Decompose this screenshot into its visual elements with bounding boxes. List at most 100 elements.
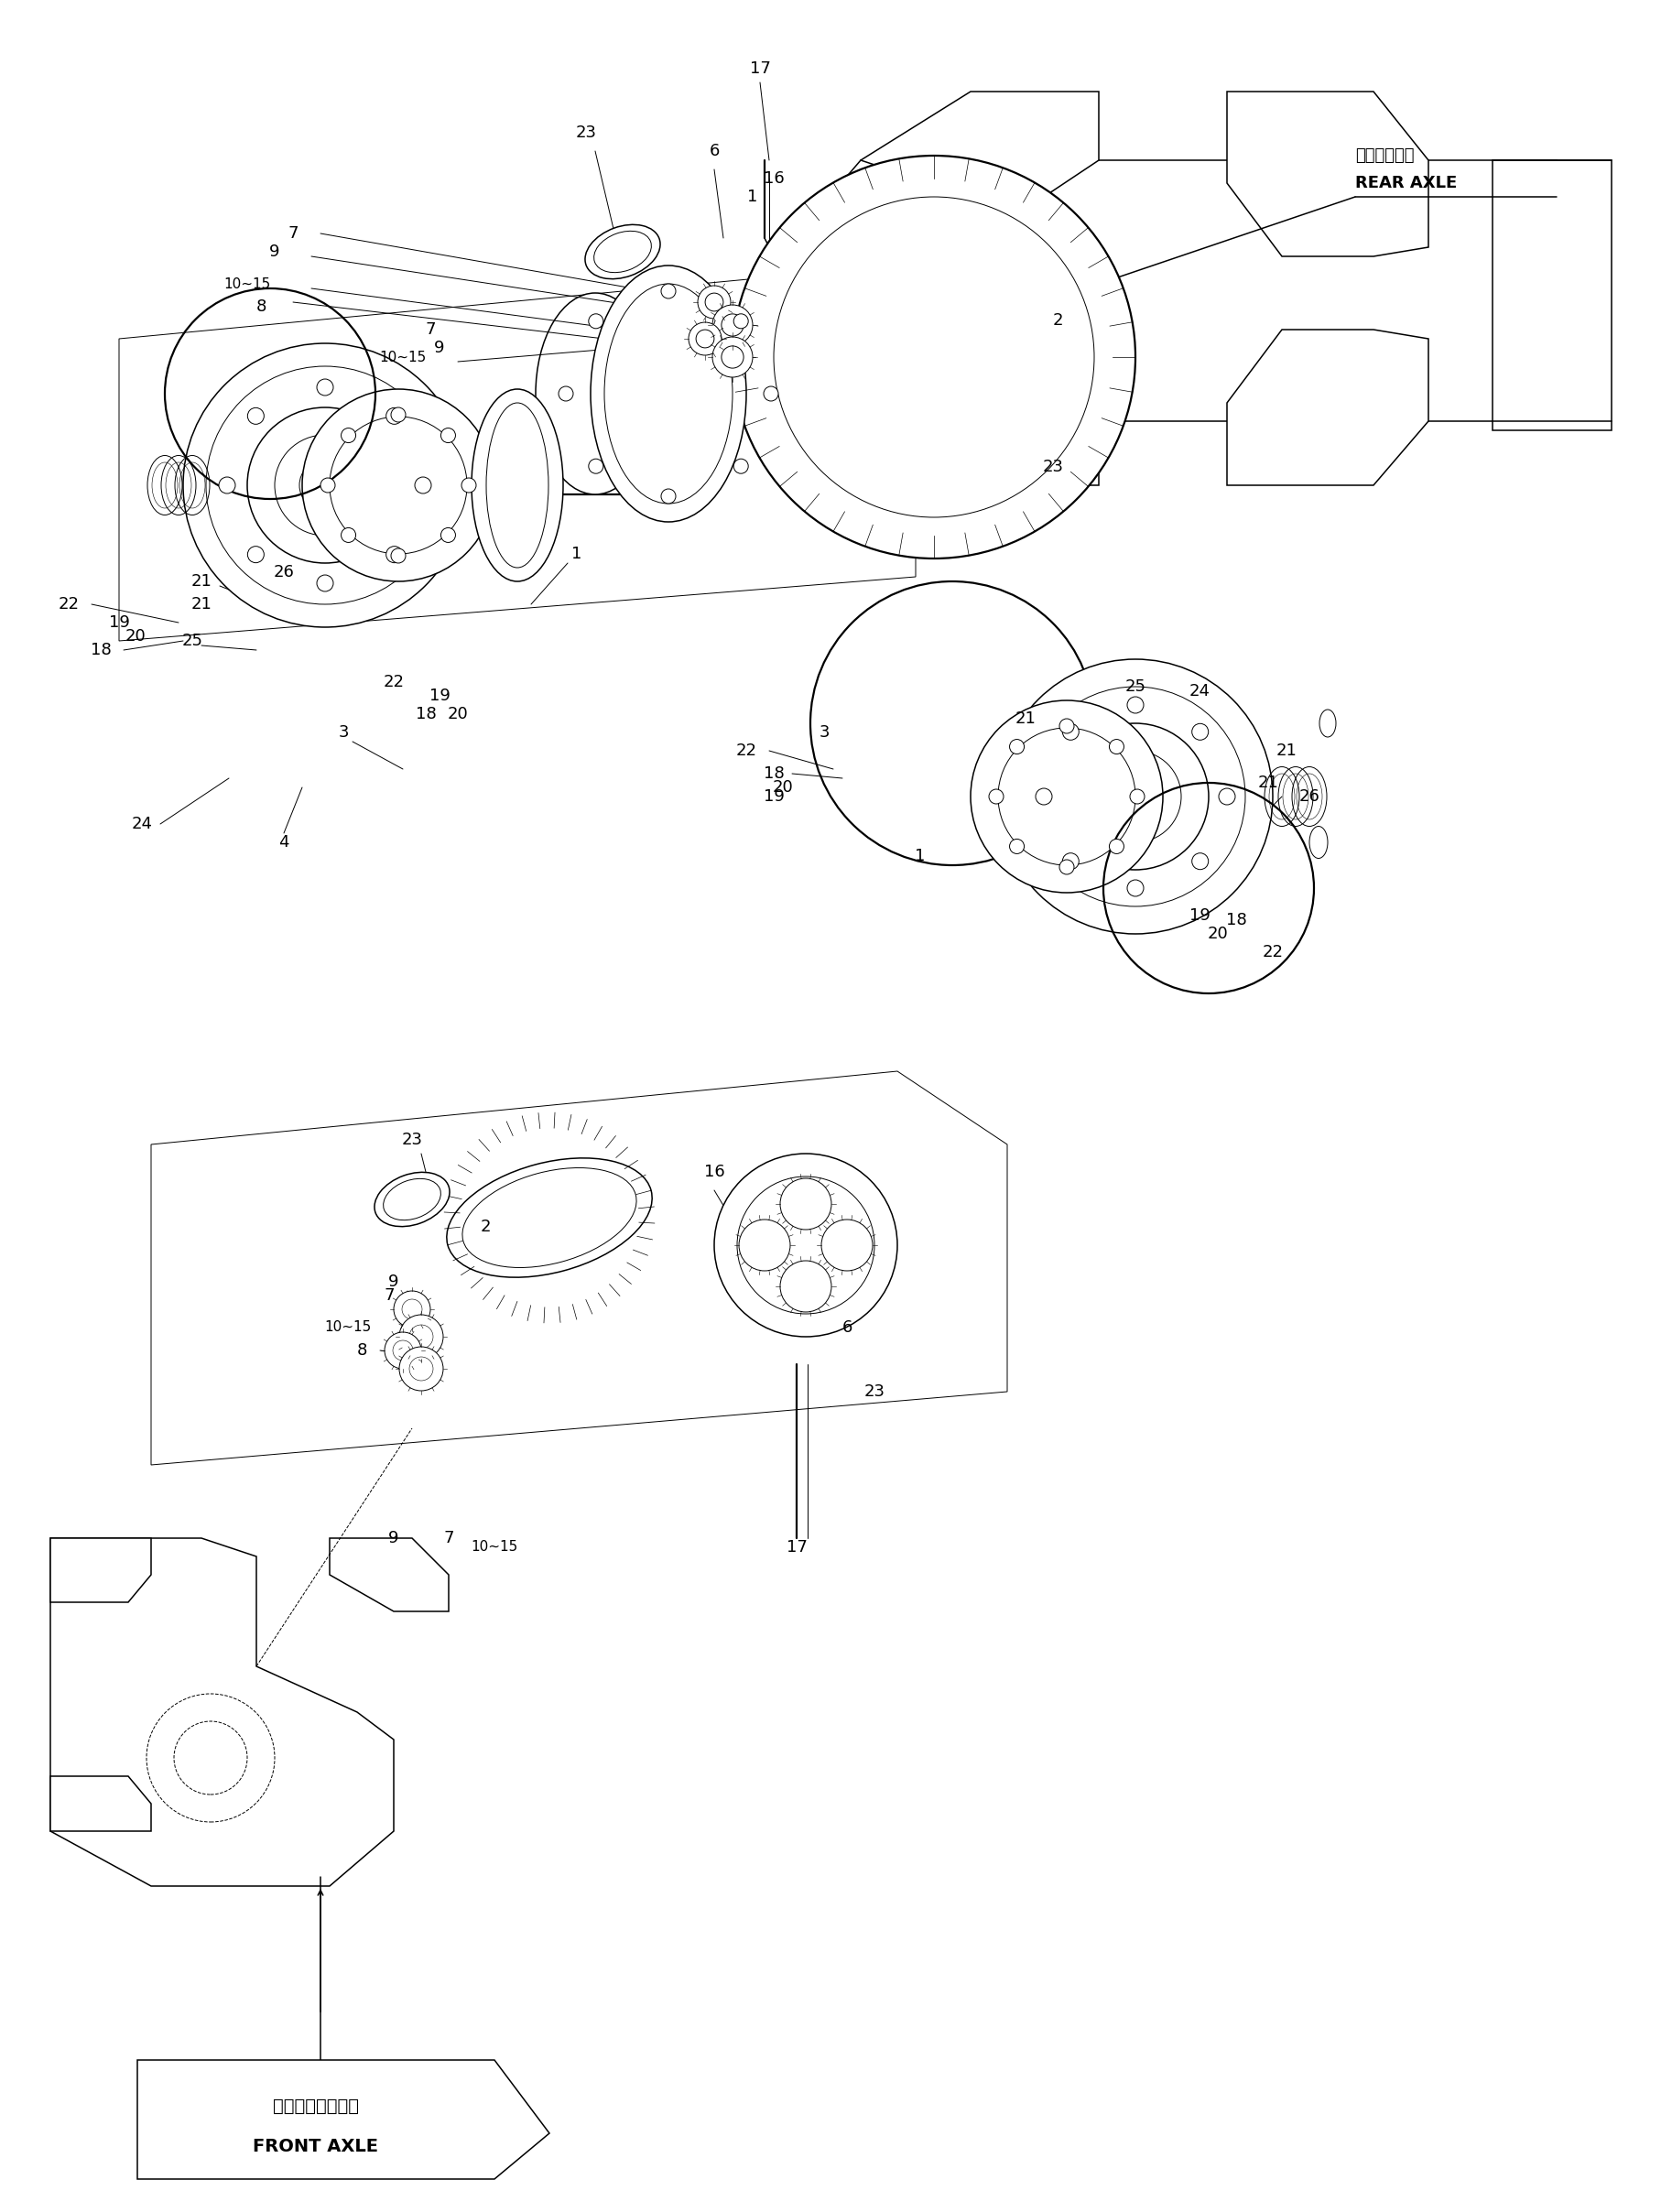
Text: 9: 9 <box>389 1531 399 1546</box>
Text: 10~15: 10~15 <box>470 1540 518 1555</box>
Text: 7: 7 <box>425 321 435 338</box>
Circle shape <box>440 529 455 542</box>
Circle shape <box>1126 697 1143 712</box>
Text: 26: 26 <box>1299 787 1319 805</box>
Text: 2: 2 <box>1051 312 1063 330</box>
Circle shape <box>394 1292 430 1327</box>
Text: 18: 18 <box>1226 911 1246 929</box>
Circle shape <box>274 436 375 535</box>
Circle shape <box>462 478 477 493</box>
Circle shape <box>688 323 721 356</box>
Circle shape <box>661 489 676 504</box>
Circle shape <box>1025 686 1244 907</box>
Text: 24: 24 <box>1188 684 1209 699</box>
Circle shape <box>390 407 405 422</box>
Polygon shape <box>50 1537 394 1887</box>
Circle shape <box>321 478 336 493</box>
Circle shape <box>299 460 350 511</box>
Ellipse shape <box>590 265 746 522</box>
Circle shape <box>714 1155 897 1336</box>
Circle shape <box>661 283 676 299</box>
Circle shape <box>390 549 405 564</box>
Text: 8: 8 <box>355 1343 367 1358</box>
Ellipse shape <box>593 230 651 272</box>
Ellipse shape <box>374 1172 450 1225</box>
Circle shape <box>341 529 355 542</box>
Circle shape <box>399 1347 443 1391</box>
Circle shape <box>385 546 402 562</box>
Circle shape <box>174 1721 247 1794</box>
Text: 21: 21 <box>191 573 213 591</box>
Text: 23: 23 <box>575 124 596 142</box>
Circle shape <box>1218 787 1234 805</box>
Circle shape <box>384 1332 420 1369</box>
Circle shape <box>1090 750 1181 843</box>
Circle shape <box>698 285 731 319</box>
Ellipse shape <box>472 389 563 582</box>
Circle shape <box>341 429 355 442</box>
Circle shape <box>696 330 714 347</box>
Circle shape <box>764 387 777 400</box>
Circle shape <box>409 1325 434 1349</box>
Circle shape <box>733 458 747 473</box>
Text: 19: 19 <box>1188 907 1209 925</box>
Circle shape <box>1191 723 1208 741</box>
Text: FRONT AXLE: FRONT AXLE <box>252 2139 379 2157</box>
Circle shape <box>409 1356 434 1380</box>
Circle shape <box>247 407 264 425</box>
Circle shape <box>1111 774 1158 818</box>
Circle shape <box>779 1179 830 1230</box>
Text: 19: 19 <box>429 688 450 703</box>
Text: 9: 9 <box>389 1274 399 1290</box>
Circle shape <box>1129 790 1144 803</box>
Polygon shape <box>50 1537 151 1601</box>
Text: 10~15: 10~15 <box>324 1321 370 1334</box>
Text: 23: 23 <box>1041 458 1063 476</box>
Ellipse shape <box>605 283 733 504</box>
Text: 17: 17 <box>749 60 771 77</box>
Polygon shape <box>1226 330 1428 484</box>
Circle shape <box>1126 880 1143 896</box>
Text: 7: 7 <box>384 1287 394 1303</box>
Text: 10~15: 10~15 <box>379 349 427 365</box>
Circle shape <box>998 728 1134 865</box>
Circle shape <box>183 343 467 628</box>
Circle shape <box>558 387 573 400</box>
Circle shape <box>779 1261 830 1312</box>
Circle shape <box>970 701 1163 894</box>
Circle shape <box>415 478 432 493</box>
Circle shape <box>821 1219 872 1272</box>
Circle shape <box>317 575 334 591</box>
Circle shape <box>392 1340 412 1360</box>
Text: 20: 20 <box>772 779 792 796</box>
Text: 7: 7 <box>287 226 297 241</box>
Ellipse shape <box>535 292 654 495</box>
Circle shape <box>302 389 495 582</box>
Text: 21: 21 <box>191 595 213 613</box>
Circle shape <box>385 407 402 425</box>
Circle shape <box>1008 838 1023 854</box>
Ellipse shape <box>585 226 659 279</box>
Text: 23: 23 <box>402 1133 422 1148</box>
Circle shape <box>739 1219 789 1272</box>
Text: 22: 22 <box>58 595 80 613</box>
Text: 22: 22 <box>1262 945 1282 960</box>
Ellipse shape <box>774 197 1093 518</box>
Text: 25: 25 <box>181 633 203 648</box>
Text: 1: 1 <box>571 546 581 562</box>
Ellipse shape <box>733 155 1134 557</box>
Circle shape <box>1058 719 1073 734</box>
Text: 8: 8 <box>256 299 266 314</box>
Ellipse shape <box>384 1179 440 1221</box>
Text: 3: 3 <box>337 723 349 741</box>
Text: 6: 6 <box>842 1318 852 1336</box>
Ellipse shape <box>487 403 548 568</box>
Polygon shape <box>329 1537 448 1610</box>
Text: 18: 18 <box>90 641 111 659</box>
Text: 3: 3 <box>819 723 829 741</box>
Text: 20: 20 <box>125 628 146 644</box>
Text: 21: 21 <box>1015 710 1035 728</box>
Circle shape <box>1061 723 1208 869</box>
Polygon shape <box>138 2059 550 2179</box>
Circle shape <box>247 546 264 562</box>
